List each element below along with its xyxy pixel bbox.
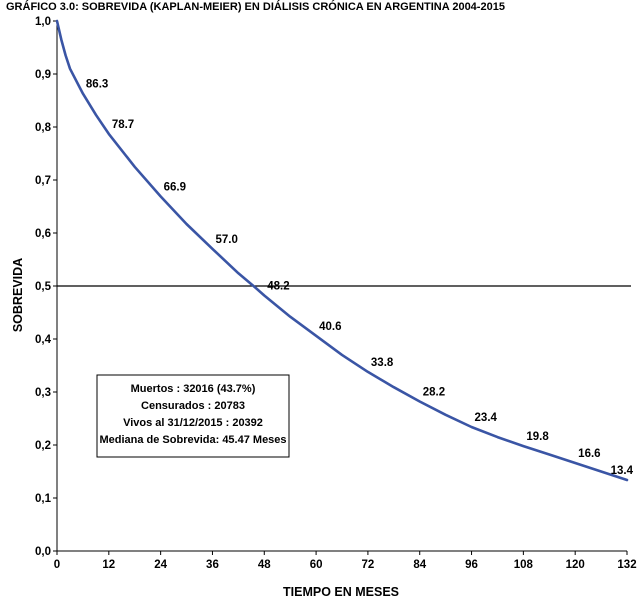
x-tick-label: 120	[566, 559, 585, 571]
legend-frame	[96, 374, 290, 458]
data-label: 33.8	[371, 357, 394, 369]
survival-curve	[55, 19, 629, 482]
y-tick-label: 0,8	[35, 122, 52, 134]
chart-title: GRÁFICO 3.0: SOBREVIDA (KAPLAN-MEIER) EN…	[6, 0, 505, 13]
x-tick-label: 48	[258, 559, 271, 571]
legend-line: Censurados : 20783	[141, 400, 245, 412]
x-tick-label: 12	[102, 559, 115, 571]
x-tick-label: 96	[465, 559, 478, 571]
x-tick-label: 60	[310, 559, 323, 571]
x-tick-label: 36	[206, 559, 219, 571]
data-label: 66.9	[164, 181, 186, 193]
legend-line: Mediana de Sobrevida: 45.47 Meses	[99, 434, 286, 446]
data-label: 48.2	[267, 281, 289, 293]
y-tick-label: 0,3	[35, 387, 51, 399]
legend-line: Muertos : 32016 (43.7%)	[131, 383, 256, 395]
y-tick-label: 0,6	[35, 228, 51, 240]
x-tick-label: 84	[413, 559, 426, 571]
data-label: 40.6	[319, 321, 341, 333]
x-tick-label: 24	[154, 559, 167, 571]
x-tick-label: 0	[54, 559, 60, 571]
data-label: 13.4	[611, 465, 634, 477]
legend-line: Vivos al 31/12/2015 : 20392	[123, 417, 263, 429]
data-label: 16.6	[578, 448, 600, 460]
data-label: 57.0	[215, 234, 237, 246]
x-axis-title: TIEMPO EN MESES	[283, 585, 399, 599]
data-label: 19.8	[526, 431, 549, 443]
y-tick-label: 1,0	[35, 16, 51, 28]
x-tick-label: 132	[617, 559, 636, 571]
data-label: 23.4	[475, 412, 498, 424]
data-label: 86.3	[86, 79, 108, 91]
legend-box: Muertos : 32016 (43.7%) Censurados : 2078…	[96, 374, 290, 458]
y-axis-title: SOBREVIDA	[11, 258, 25, 332]
y-tick-label: 0,7	[35, 175, 51, 187]
x-tick-label: 72	[362, 559, 375, 571]
y-tick-label: 0,4	[35, 334, 52, 346]
y-tick-label: 0,5	[35, 281, 52, 293]
y-tick-label: 0,9	[35, 69, 51, 81]
data-label: 28.2	[423, 387, 445, 399]
data-label: 78.7	[112, 119, 134, 131]
y-tick-label: 0,0	[35, 546, 51, 558]
y-tick-label: 0,1	[35, 493, 52, 505]
x-tick-label: 108	[514, 559, 534, 571]
y-tick-label: 0,2	[35, 440, 51, 452]
